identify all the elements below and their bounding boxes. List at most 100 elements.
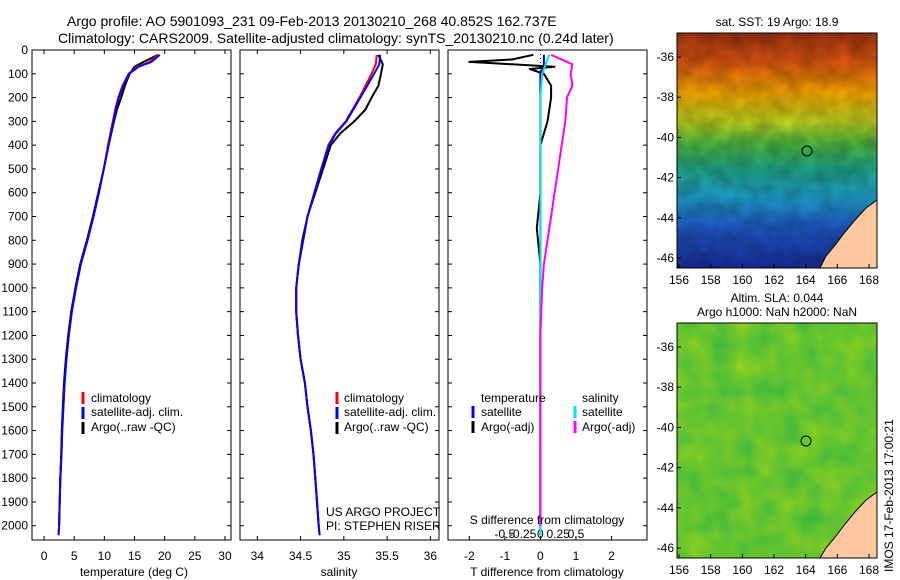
temperature-xlabel: temperature (deg C) (80, 565, 188, 579)
legend-climatology-label: climatology (344, 391, 404, 405)
legend-climatology-label: climatology (91, 391, 151, 405)
series-line-satellite-adj-clim (295, 54, 382, 536)
lon-tick-label: 160 (732, 563, 752, 577)
timestamp-stamp: IMOS 17-Feb-2013 17:00:21 (882, 419, 896, 572)
depth-tick-label: 100 (8, 67, 28, 81)
x-tick-label: 5 (71, 549, 78, 563)
lat-tick-label: -42 (657, 171, 675, 185)
depth-tick-label: 2000 (1, 519, 28, 533)
sla-map-title-1: Altim. SLA: 0.044 (731, 291, 824, 305)
x-tick-label-t: 0 (537, 549, 544, 563)
difference-top-label: S difference from climatology (470, 513, 625, 527)
legend-t-argo-label: Argo(-adj) (481, 420, 534, 434)
depth-tick-label: 700 (8, 210, 28, 224)
depth-tick-label: 400 (8, 138, 28, 152)
sla-map-axes: -36 -38 -40 -42 -44 -46 156 158 160 162 164 166 168 (657, 340, 880, 577)
difference-panel: -2 -1 0 1 2-0.5-0.25 0 0.250.5 (447, 49, 648, 563)
legend-s-argo-label: Argo(-adj) (582, 420, 635, 434)
lon-tick-label: 158 (701, 563, 721, 577)
x-tick-label: 30 (218, 549, 232, 563)
x-tick-label: 0 (41, 549, 48, 563)
x-tick-label-s: 0.5 (568, 527, 585, 541)
lon-tick-label: 162 (764, 563, 784, 577)
sla-map-frame (676, 322, 878, 559)
x-tick-label: 34.5 (289, 549, 313, 563)
depth-tick-label: 900 (8, 257, 28, 271)
lon-tick-label: 162 (764, 273, 784, 287)
sla-map-title-2: Argo h1000: NaN h2000: NaN (697, 305, 857, 319)
header-line-2: Climatology: CARS2009. Satellite-adjuste… (58, 30, 614, 46)
lon-tick-label: 164 (796, 563, 816, 577)
legend-satellite-label: satellite-adj. clim. (344, 405, 436, 419)
x-tick-label-t: -2 (464, 549, 475, 563)
temperature-legend: climatology satellite-adj. clim. Argo(..… (81, 391, 183, 434)
sla-map (676, 322, 878, 559)
depth-tick-label: 200 (8, 91, 28, 105)
x-tick-label-t: 2 (608, 549, 615, 563)
sla-map-texture (677, 323, 877, 558)
legend-t-satellite-label: satellite (481, 405, 522, 419)
plot-frame (239, 49, 440, 541)
series-line-salinity-argo-adj (539, 53, 574, 526)
depth-tick-label: 1500 (1, 400, 28, 414)
x-tick-label: 20 (158, 549, 172, 563)
depth-tick-label: 1100 (2, 305, 28, 319)
x-tick-label: 25 (188, 549, 202, 563)
depth-tick-label: 800 (8, 233, 28, 247)
x-tick-label: 10 (98, 549, 112, 563)
depth-tick-label: 1900 (1, 495, 28, 509)
lat-tick-label: -46 (657, 251, 675, 265)
salinity-legend: climatology satellite-adj. clim. Argo(..… (335, 391, 436, 434)
sst-map (676, 32, 878, 269)
depth-tick-label: 600 (8, 186, 28, 200)
depth-tick-label: 0 (21, 43, 28, 57)
lon-tick-label: 156 (669, 273, 689, 287)
pi-label: PI: STEPHEN RISER (326, 519, 441, 533)
header-line-1: Argo profile: AO 5901093_231 09-Feb-2013… (67, 13, 557, 29)
legend-satellite-label: satellite-adj. clim. (91, 405, 183, 419)
series-line-temperature-argo-adj (468, 53, 556, 526)
legend-argo-label: Argo(..raw -QC) (91, 420, 176, 434)
salinity-panel: 34 34.5 35 35.5 36 (239, 49, 440, 563)
lat-tick-label: -44 (657, 501, 675, 515)
legend-salinity-heading: salinity (582, 391, 619, 405)
sst-map-texture (677, 33, 877, 268)
lon-tick-label: 168 (859, 273, 879, 287)
lat-tick-label: -38 (657, 380, 675, 394)
depth-tick-label: 500 (8, 162, 28, 176)
salinity-xlabel: salinity (321, 565, 358, 579)
sst-map-axes: -36 -38 -40 -42 -44 -46 156 158 160 162 164 166 168 (657, 50, 880, 287)
sst-map-frame (676, 32, 878, 269)
plot-frame (447, 49, 648, 541)
x-tick-label: 34 (251, 549, 265, 563)
lon-tick-label: 166 (827, 563, 847, 577)
depth-tick-label: 1300 (1, 352, 28, 366)
series-line-satellite-adj-clim (57, 54, 161, 536)
lon-tick-label: 156 (669, 563, 689, 577)
x-tick-label-s: -0.5 (495, 527, 516, 541)
depth-tick-label: 1700 (1, 447, 28, 461)
depth-tick-label: 300 (8, 114, 28, 128)
depth-tick-label: 1800 (1, 471, 28, 485)
lat-tick-label: -36 (657, 50, 675, 64)
x-tick-label-t: 1 (573, 549, 580, 563)
depth-tick-label: 1400 (1, 376, 28, 390)
lat-tick-label: -38 (657, 90, 675, 104)
project-label: US ARGO PROJECT (326, 505, 441, 519)
lon-tick-label: 164 (796, 273, 816, 287)
lon-tick-label: 160 (732, 273, 752, 287)
x-tick-label-s: 0.25 (546, 527, 570, 541)
argo-float-marker (801, 145, 813, 157)
depth-tick-label: 1600 (1, 424, 28, 438)
difference-xlabel: T difference from climatology (470, 565, 624, 579)
plot-frame (31, 49, 232, 541)
lat-tick-label: -44 (657, 211, 675, 225)
difference-legend: temperature satellite Argo(-adj) salinit… (471, 391, 635, 434)
depth-axis: 0 100 200 300 400 500 600 700 800 900 1000 1100 1200… (1, 43, 28, 533)
x-tick-label: 35.5 (375, 549, 399, 563)
lat-tick-label: -40 (657, 420, 675, 434)
x-tick-label: 15 (128, 549, 142, 563)
lat-tick-label: -36 (657, 340, 675, 354)
lon-tick-label: 158 (701, 273, 721, 287)
